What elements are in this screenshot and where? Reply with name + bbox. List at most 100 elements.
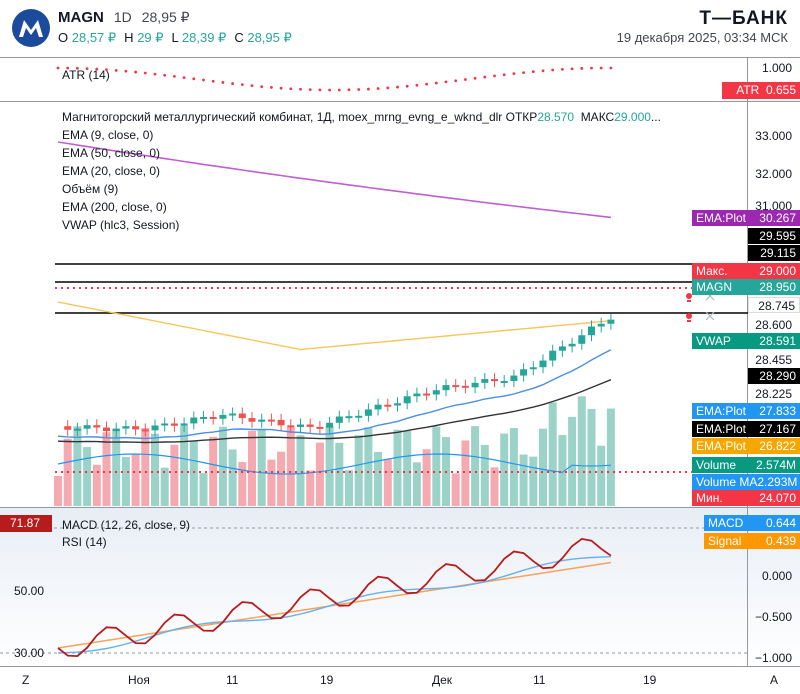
legend-volume[interactable]: Объём (9) bbox=[62, 182, 119, 196]
atr-dot bbox=[192, 77, 196, 81]
volume-bar bbox=[286, 427, 295, 506]
atr-dot bbox=[240, 83, 244, 87]
atr-dot bbox=[76, 66, 79, 70]
atr-dot bbox=[289, 87, 293, 91]
volume-bar bbox=[471, 426, 480, 506]
atr-dot bbox=[347, 88, 351, 92]
x-axis-label: 19 bbox=[320, 673, 334, 687]
ohlc-high: H 29 ₽ bbox=[124, 30, 164, 45]
legend-ema200[interactable]: EMA (200, close, 0) bbox=[62, 200, 167, 214]
candle-body bbox=[539, 360, 547, 368]
candle-body bbox=[277, 419, 285, 426]
atr-dot bbox=[114, 68, 118, 72]
candle-body bbox=[73, 428, 81, 431]
x-axis-right-button[interactable]: A bbox=[770, 673, 779, 687]
candle-body bbox=[267, 419, 275, 422]
atr-dot bbox=[56, 66, 60, 70]
candle-body bbox=[558, 346, 566, 351]
candle-body bbox=[64, 426, 72, 430]
candle-body bbox=[258, 419, 266, 422]
atr-dot bbox=[95, 67, 99, 71]
volume-bar bbox=[121, 456, 130, 506]
rsi-level-50: 50.00 bbox=[14, 584, 45, 598]
candle-body bbox=[112, 428, 120, 432]
ohlc-low: L 28,39 ₽ bbox=[171, 30, 227, 45]
atr-legend[interactable]: ATR (14) bbox=[62, 68, 110, 82]
candle-body bbox=[83, 425, 91, 429]
magn-logo bbox=[12, 9, 50, 47]
atr-dot bbox=[105, 68, 108, 72]
atr-dot bbox=[124, 69, 128, 73]
atr-plot bbox=[56, 66, 613, 92]
candle-body bbox=[103, 427, 110, 432]
atr-pane[interactable]: ATR (14) 1.000 ATR 0.655 bbox=[0, 57, 800, 101]
atr-dot bbox=[328, 88, 331, 92]
ohlc-line: O 28,57 ₽ H 29 ₽ L 28,39 ₽ C 28,95 ₽ bbox=[58, 30, 292, 46]
last-price: 28,95 ₽ bbox=[141, 9, 190, 25]
volume-bar bbox=[432, 426, 441, 506]
symbol[interactable]: MAGN bbox=[58, 9, 104, 26]
x-axis-left-button[interactable]: Z bbox=[22, 673, 30, 687]
main-pane[interactable]: Магнитогорский металлургический комбинат… bbox=[0, 101, 800, 507]
price-axis-tag: Макс. 29.000 bbox=[692, 263, 800, 279]
legend-ema50[interactable]: EMA (50, close, 0) bbox=[62, 146, 161, 160]
x-axis-label: Ноя bbox=[128, 673, 150, 687]
candle-body bbox=[306, 424, 314, 427]
volume-bar bbox=[325, 426, 334, 506]
price-axis-tag: 28.290 bbox=[748, 368, 800, 384]
legend-ema20[interactable]: EMA (20, close, 0) bbox=[62, 164, 161, 178]
atr-dot bbox=[502, 73, 506, 77]
ohlc-close: C 28,95 ₽ bbox=[234, 30, 292, 45]
candle-body bbox=[364, 409, 372, 416]
atr-dot bbox=[531, 70, 535, 74]
volume-bar bbox=[548, 402, 557, 506]
legend-title[interactable]: Магнитогорский металлургический комбинат… bbox=[62, 110, 661, 124]
volume-bar bbox=[509, 428, 518, 506]
price-axis-tag: EMA:Plot 26.822 bbox=[692, 438, 800, 454]
candle-body bbox=[578, 335, 586, 344]
atr-dot bbox=[279, 86, 283, 90]
legend-ema9[interactable]: EMA (9, close, 0) bbox=[62, 128, 154, 142]
atr-dot bbox=[153, 72, 157, 76]
candle-body bbox=[326, 422, 334, 428]
atr-dot bbox=[143, 71, 147, 75]
volume-bar bbox=[529, 456, 538, 506]
candle-body bbox=[432, 390, 440, 395]
candle-body bbox=[374, 404, 382, 410]
candle-body bbox=[180, 423, 188, 426]
legend-vwap[interactable]: VWAP (hlc3, Session) bbox=[62, 218, 180, 232]
candle-body bbox=[510, 375, 518, 381]
volume-bar bbox=[354, 435, 363, 506]
price-axis-label: 31.000 bbox=[755, 199, 792, 213]
time-axis[interactable] bbox=[0, 666, 800, 694]
atr-dot bbox=[367, 87, 370, 91]
atr-dot bbox=[396, 85, 399, 89]
volume-bar bbox=[490, 467, 499, 506]
atr-dot bbox=[308, 88, 312, 92]
interval[interactable]: 1D bbox=[113, 9, 132, 25]
price-axis-tag: EMA:Plot 27.167 bbox=[692, 421, 800, 437]
atr-dot bbox=[454, 79, 458, 83]
atr-tag: ATR 0.655 bbox=[722, 82, 800, 99]
volume-bar bbox=[539, 428, 547, 506]
macd-tag: MACD 0.644 bbox=[704, 515, 800, 531]
atr-dot bbox=[590, 66, 593, 70]
atr-dot bbox=[386, 86, 390, 90]
main-legend[interactable]: Магнитогорский металлургический комбинат… bbox=[62, 108, 661, 234]
candle-body bbox=[529, 367, 537, 370]
atr-dot bbox=[541, 69, 545, 73]
rsi-legend[interactable]: RSI (14) bbox=[62, 535, 107, 549]
candle-body bbox=[345, 416, 353, 419]
macd-rsi-pane[interactable]: 71.87 MACD (12, 26, close, 9) RSI (14) 5… bbox=[0, 507, 800, 666]
macd-legend[interactable]: MACD (12, 26, close, 9) bbox=[62, 518, 191, 532]
x-axis-label: Дек bbox=[432, 673, 453, 687]
volume-bar bbox=[54, 476, 62, 506]
candle-body bbox=[238, 413, 246, 419]
volume-bar bbox=[364, 427, 373, 506]
macd-axis-label: 0.000 bbox=[761, 569, 792, 583]
price-axis-tag: 28.745 bbox=[748, 297, 800, 313]
candle-body bbox=[209, 417, 217, 420]
candle-body bbox=[394, 403, 401, 406]
volume-bar bbox=[306, 470, 315, 506]
atr-dot bbox=[570, 67, 574, 71]
